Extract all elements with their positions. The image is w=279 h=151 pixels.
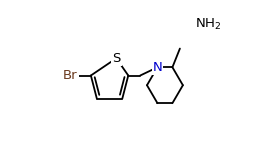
Text: S: S [112, 52, 121, 65]
Text: N: N [153, 61, 162, 74]
Text: NH$_2$: NH$_2$ [195, 17, 221, 32]
Text: Br: Br [63, 69, 78, 82]
